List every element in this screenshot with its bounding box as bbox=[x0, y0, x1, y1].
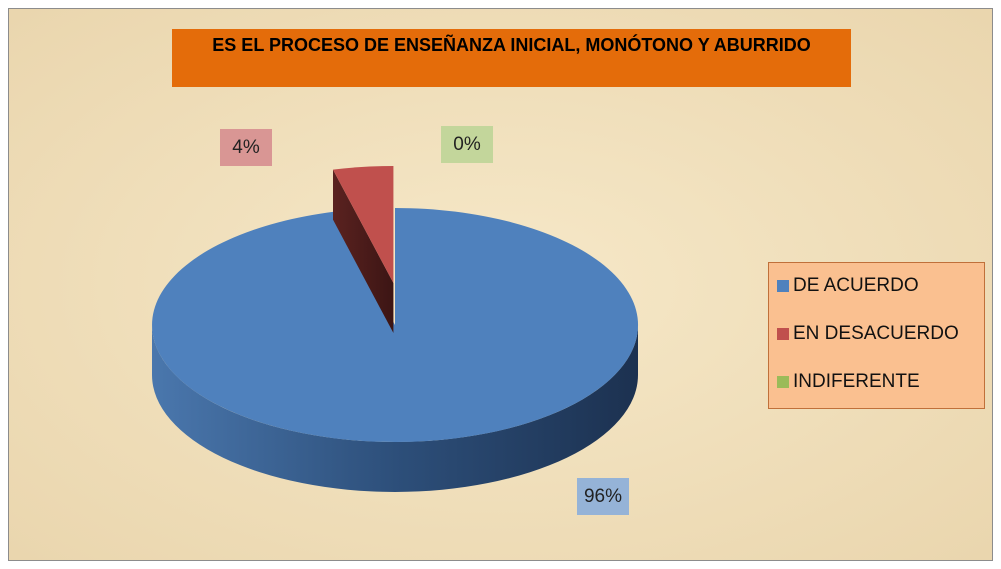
slice bbox=[152, 208, 639, 442]
legend-label: INDIFERENTE bbox=[793, 371, 920, 392]
data-label-bg bbox=[441, 126, 493, 163]
legend-swatch bbox=[777, 328, 789, 340]
data-label-bg bbox=[220, 129, 272, 166]
slice-side bbox=[152, 325, 638, 492]
legend-box bbox=[768, 262, 985, 409]
data-label-bg bbox=[577, 478, 629, 515]
data-labels: 96% 4% 0% bbox=[220, 126, 629, 515]
data-label: 0% bbox=[453, 134, 481, 155]
data-label: 4% bbox=[232, 137, 260, 158]
legend-swatch bbox=[777, 280, 789, 292]
chart-title: ES EL PROCESO DE ENSEÑANZA INICIAL, MONÓ… bbox=[172, 29, 851, 87]
slice bbox=[332, 166, 394, 283]
legend: DE ACUERDO EN DESACUERDO INDIFERENTE bbox=[768, 262, 985, 409]
legend-label: EN DESACUERDO bbox=[793, 323, 959, 344]
data-label: 96% bbox=[584, 486, 622, 507]
slice-cut bbox=[332, 169, 394, 333]
pie bbox=[152, 166, 639, 492]
legend-swatch bbox=[777, 376, 789, 388]
legend-label: DE ACUERDO bbox=[793, 275, 919, 296]
